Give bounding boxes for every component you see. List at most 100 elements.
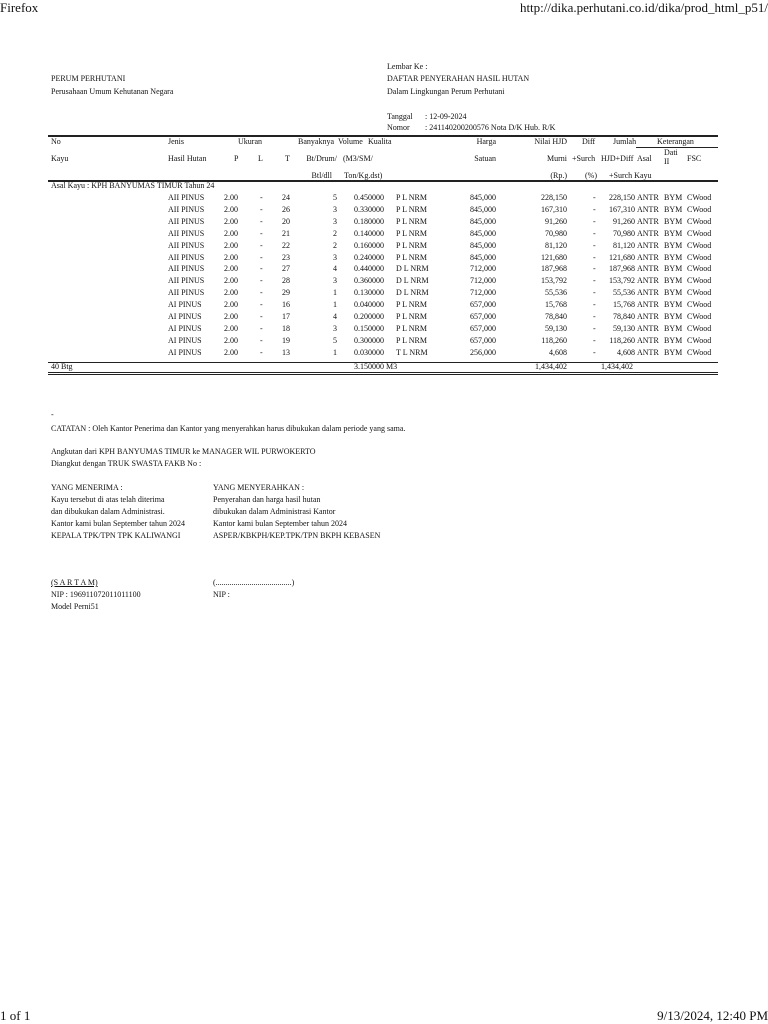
cell-t: 21 <box>282 228 290 238</box>
keterangan-underline <box>636 147 718 148</box>
cell-harga: 657,000 <box>470 323 496 333</box>
cell-fsc: CWood <box>687 323 712 333</box>
cell-qty: 2 <box>333 240 337 250</box>
total-bottom-line <box>48 372 718 375</box>
cell-t: 27 <box>282 264 290 274</box>
sender-line1: Penyerahan dan harga hasil hutan <box>213 495 321 504</box>
cell-p: 2.00 <box>224 228 238 238</box>
cell-l: - <box>260 288 263 298</box>
cell-nilai: 91,260 <box>545 216 567 226</box>
cell-diff: - <box>593 335 596 345</box>
cell-jumlah: 4,608 <box>617 347 635 357</box>
cell-qty: 4 <box>333 312 337 321</box>
cell-diff: - <box>593 264 596 274</box>
cell-fsc: CWood <box>687 288 712 298</box>
cell-kualita: P L NRM <box>396 240 427 250</box>
cell-fsc: CWood <box>687 228 712 238</box>
receiver-name: (S A R T A M) <box>51 578 98 587</box>
cell-jumlah: 15,768 <box>613 300 635 310</box>
cell-diff: - <box>593 193 596 202</box>
col-keterangan: Keterangan <box>657 137 694 146</box>
receiver-line1: Kayu tersebut di atas telah diterima <box>51 495 165 504</box>
cell-volume: 0.030000 <box>354 347 384 357</box>
receiver-title: YANG MENERIMA : <box>51 483 123 492</box>
page-count: 1 of 1 <box>0 1008 31 1023</box>
col-jenis: Jenis <box>168 137 184 146</box>
cell-jumlah: 121,680 <box>609 252 635 262</box>
cell-harga: 657,000 <box>470 312 496 321</box>
cell-nilai: 70,980 <box>545 228 567 238</box>
col-kayu: Kayu <box>51 154 69 163</box>
cell-qty: 1 <box>333 347 337 357</box>
cell-fsc: CWood <box>687 252 712 262</box>
cell-dati: BYM <box>664 276 683 286</box>
cell-l: - <box>260 228 263 238</box>
cell-p: 2.00 <box>224 216 238 226</box>
receiver-line2: dan dibukukan dalam Administrasi. <box>51 507 165 516</box>
cell-jumlah: 81,120 <box>613 240 635 250</box>
cell-p: 2.00 <box>224 264 238 274</box>
cell-dati: BYM <box>664 264 683 274</box>
cell-kualita: P L NRM <box>396 204 427 214</box>
cell-jumlah: 187,968 <box>609 264 635 274</box>
cell-volume: 0.180000 <box>354 216 384 226</box>
cell-asal: ANTR <box>637 204 659 214</box>
col-surch: +Surch <box>572 154 596 163</box>
cell-asal: ANTR <box>637 323 659 333</box>
cell-nilai: 15,768 <box>545 300 567 310</box>
cell-dati: BYM <box>664 228 683 238</box>
col-p: P <box>234 154 239 163</box>
cell-jumlah: 91,260 <box>613 216 635 226</box>
sender-nip: NIP : <box>213 590 230 599</box>
col-hasil-hutan: Hasil Hutan <box>168 154 207 163</box>
cell-kualita: D L NRM <box>396 276 429 286</box>
org-subtitle: Perusahaan Umum Kehutanan Negara <box>51 87 174 96</box>
cell-diff: - <box>593 240 596 250</box>
cell-p: 2.00 <box>224 240 238 250</box>
col-m3: (M3/SM/ <box>343 154 373 163</box>
cell-p: 2.00 <box>224 276 238 286</box>
cell-p: 2.00 <box>224 300 238 310</box>
cell-harga: 845,000 <box>470 193 496 202</box>
cell-diff: - <box>593 204 596 214</box>
cell-qty: 5 <box>333 193 337 202</box>
receiver-nip: NIP : 196911072011011100 <box>51 590 141 599</box>
nomor-label: Nomor <box>387 123 410 132</box>
cell-nilai: 81,120 <box>545 240 567 250</box>
cell-harga: 845,000 <box>470 240 496 250</box>
cell-harga: 256,000 <box>470 347 496 357</box>
cell-l: - <box>260 252 263 262</box>
col-rp: (Rp.) <box>550 171 567 180</box>
cell-p: 2.00 <box>224 193 238 202</box>
org-name: PERUM PERHUTANI <box>51 74 126 83</box>
cell-nilai: 59,130 <box>545 323 567 333</box>
cell-dati: BYM <box>664 204 683 214</box>
nomor-value: : 241140200200576 Nota D/K Hub. R/K <box>425 123 556 132</box>
col-nilai: Nilai HJD <box>534 137 567 146</box>
cell-l: - <box>260 323 263 333</box>
cell-asal: ANTR <box>637 264 659 274</box>
cell-p: 2.00 <box>224 335 238 345</box>
cell-asal: ANTR <box>637 288 659 298</box>
col-satuan: Satuan <box>474 154 496 163</box>
document-subtitle: Dalam Lingkungan Perum Perhutani <box>387 87 505 96</box>
cell-asal: ANTR <box>637 347 659 357</box>
cell-volume: 0.200000 <box>354 312 384 321</box>
cell-dati: BYM <box>664 193 683 202</box>
cell-p: 2.00 <box>224 204 238 214</box>
cell-p: 2.00 <box>224 323 238 333</box>
cell-l: - <box>260 264 263 274</box>
cell-nilai: 118,260 <box>541 335 567 345</box>
cell-harga: 712,000 <box>470 288 496 298</box>
col-ukuran: Ukuran <box>238 137 262 146</box>
cell-fsc: CWood <box>687 276 712 286</box>
tanggal-value: : 12-09-2024 <box>425 112 467 121</box>
col-volume: Volume <box>338 137 363 146</box>
col-diff: Diff <box>582 137 596 146</box>
cell-qty: 3 <box>333 276 337 286</box>
cell-kualita: T L NRM <box>396 347 428 357</box>
col-bt-drum: Bt/Drum/ <box>306 154 337 163</box>
col-fsc: FSC <box>687 154 702 163</box>
col-banyaknya: Banyaknya <box>298 137 334 146</box>
cell-qty: 3 <box>333 204 337 214</box>
